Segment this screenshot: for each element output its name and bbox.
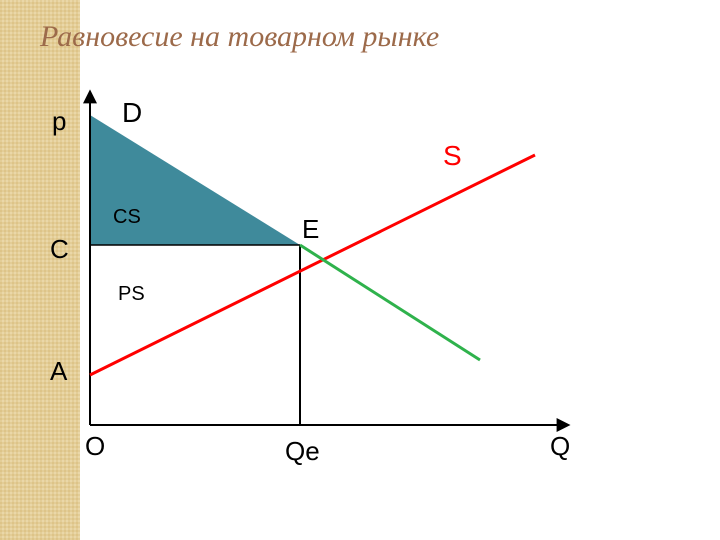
label-E: E	[302, 214, 319, 244]
label-A: A	[50, 356, 68, 386]
label-O: O	[85, 431, 105, 461]
label-p: p	[52, 106, 66, 136]
label-PS: PS	[118, 283, 145, 305]
demand-curve	[300, 245, 480, 360]
label-C: C	[50, 234, 69, 264]
equilibrium-diagram: p D S E C A O Qe Q CS PS	[0, 0, 720, 540]
label-CS: CS	[113, 206, 141, 228]
label-D: D	[122, 97, 142, 128]
label-Q: Q	[550, 431, 570, 461]
label-Qe: Qe	[285, 436, 320, 466]
label-S: S	[443, 140, 462, 171]
